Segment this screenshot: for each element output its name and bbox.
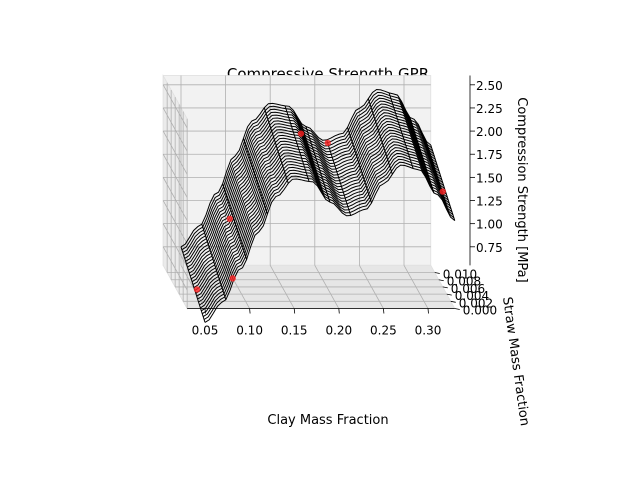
x-tick-mark — [249, 308, 251, 314]
y-tick-mark — [434, 272, 440, 274]
z-tick-label: 1.50 — [476, 171, 503, 185]
y-tick-label: 0.000 — [463, 304, 497, 318]
grid-line-z — [162, 154, 188, 198]
x-tick-label: 0.25 — [370, 324, 397, 338]
surface-cross-line — [409, 117, 435, 194]
scatter-points — [193, 130, 446, 293]
surface-cross-line — [388, 92, 414, 169]
data-point — [226, 215, 233, 223]
surface-cross-line — [201, 224, 227, 300]
x-tick-label: 0.30 — [415, 324, 442, 338]
axis-panes — [162, 73, 456, 311]
x-tick-label: 0.10 — [236, 324, 263, 338]
surface-cross-line — [326, 139, 352, 216]
y-tick-mark — [450, 300, 456, 303]
grid-line-z — [162, 246, 188, 291]
data-point — [439, 188, 446, 195]
data-point — [324, 139, 331, 147]
surface-mesh — [180, 88, 456, 323]
z-tick-label: 1.25 — [476, 195, 503, 209]
grid-line-z — [162, 84, 188, 129]
z-tick-label: 2.00 — [476, 125, 503, 139]
x-tick-mark — [204, 308, 206, 314]
data-point — [229, 275, 236, 282]
grid-line-z — [162, 177, 188, 221]
surface-cross-line — [284, 105, 310, 182]
z-axis-label: Compression Strength [MPa] — [514, 97, 529, 282]
surface-cross-line — [222, 183, 248, 260]
y-tick-label: 0.004 — [455, 289, 489, 303]
y-tick-label: 0.002 — [459, 296, 493, 310]
grid-line-z — [162, 107, 188, 152]
surface-cross-line — [180, 246, 206, 323]
y-tick-mark — [446, 293, 452, 296]
surface-cross-line — [263, 107, 289, 184]
x-tick-mark — [383, 308, 385, 314]
data-point — [193, 286, 201, 293]
x-tick-mark — [293, 308, 296, 314]
surface-cross-line — [242, 138, 268, 215]
y-tick-label: 0.008 — [447, 275, 481, 289]
surface-cross-line — [347, 127, 372, 204]
grid-line-z — [162, 223, 188, 268]
surface-cross-line — [430, 144, 456, 221]
x-tick-mark — [427, 308, 429, 314]
z-tick-label: 2.50 — [476, 79, 503, 93]
x-tick-label: 0.05 — [192, 324, 219, 338]
x-tick-label: 0.15 — [281, 324, 308, 338]
y-tick-mark — [454, 308, 460, 310]
y-axis-label: Straw Mass Fraction — [499, 296, 532, 427]
x-tick-mark — [338, 308, 340, 314]
z-tick-label: 2.25 — [476, 102, 503, 116]
y-tick-label: 0.006 — [451, 282, 485, 296]
surface-cross-line — [367, 98, 393, 175]
grid-line-z — [162, 130, 188, 175]
x-axis-ticks: 0.05 0.10 0.15 0.20 0.25 0.30 — [187, 308, 455, 338]
y-tick-label: 0.010 — [443, 268, 477, 282]
z-tick-label: 1.00 — [476, 218, 503, 232]
x-axis-label: Clay Mass Fraction — [267, 413, 388, 428]
z-tick-label: 0.75 — [476, 241, 503, 255]
data-point — [297, 130, 305, 137]
z-tick-label: 1.75 — [476, 148, 503, 162]
y-tick-mark — [438, 279, 444, 282]
grid-line-z — [162, 200, 188, 244]
surface-cross-line — [305, 126, 331, 203]
y-tick-mark — [442, 286, 448, 289]
x-tick-label: 0.20 — [325, 324, 352, 338]
z-axis-ticks: 0.75 1.00 1.25 1.50 1.75 2.00 2.25 2.50 — [469, 75, 503, 266]
